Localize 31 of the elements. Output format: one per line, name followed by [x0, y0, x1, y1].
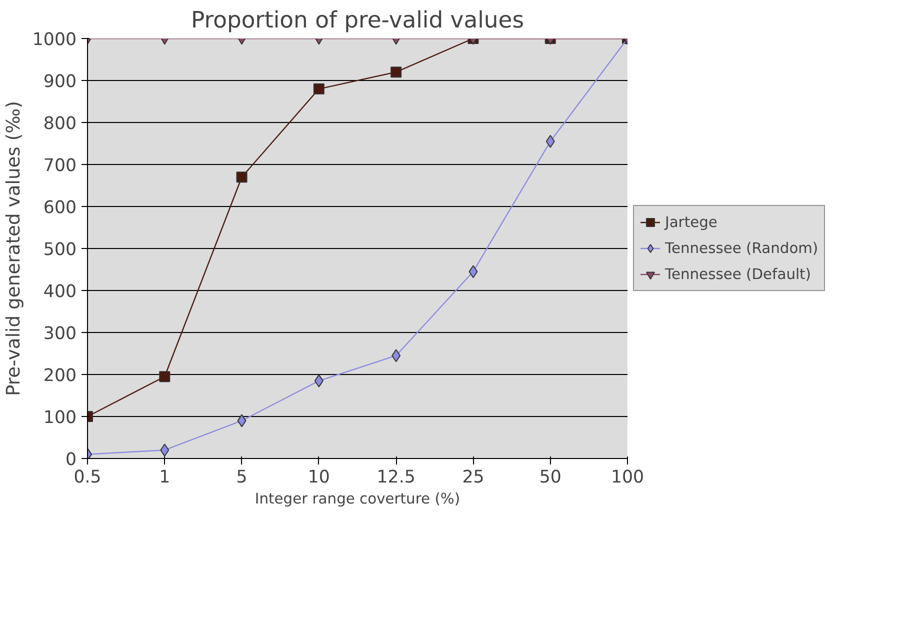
y-tick-label: 800 — [43, 114, 77, 134]
x-tick-label: 12.5 — [376, 468, 416, 488]
y-tick-label: 1000 — [32, 30, 77, 50]
y-tick-label: 500 — [43, 240, 77, 260]
y-tick-label: 600 — [43, 198, 77, 218]
x-tick-label: 1 — [159, 468, 170, 488]
x-tick-label: 10 — [308, 468, 330, 488]
x-tick-label: 25 — [462, 468, 484, 488]
point — [468, 265, 478, 278]
point — [160, 444, 170, 457]
chart-title: Proportion of pre-valid values — [191, 8, 524, 34]
point — [392, 349, 401, 362]
x-tick-label: 50 — [539, 468, 562, 488]
point — [237, 414, 246, 428]
y-tick-label: 300 — [43, 324, 77, 344]
y-tick-label: 200 — [43, 366, 77, 386]
x-tick-label: 100 — [610, 468, 644, 488]
y-axis-title: Pre-valid generated values (‰) — [3, 100, 24, 396]
legend-label: Tennessee (Random) — [665, 240, 818, 256]
y-tick-label: 100 — [43, 408, 77, 428]
y-tick-label: 400 — [43, 282, 77, 302]
x-tick-label: 5 — [236, 468, 248, 488]
x-axis-title: Integer range coverture (%) — [254, 490, 460, 508]
point — [159, 371, 170, 382]
point — [314, 374, 324, 388]
y-tick-label: 700 — [43, 156, 77, 176]
y-tick-label: 900 — [43, 72, 77, 92]
legend-label: Tennessee (Default) — [665, 266, 812, 282]
x-tick-label: 0.5 — [74, 468, 102, 488]
y-tick-label: 0 — [65, 450, 77, 470]
legend-label: Jartege — [665, 214, 718, 230]
